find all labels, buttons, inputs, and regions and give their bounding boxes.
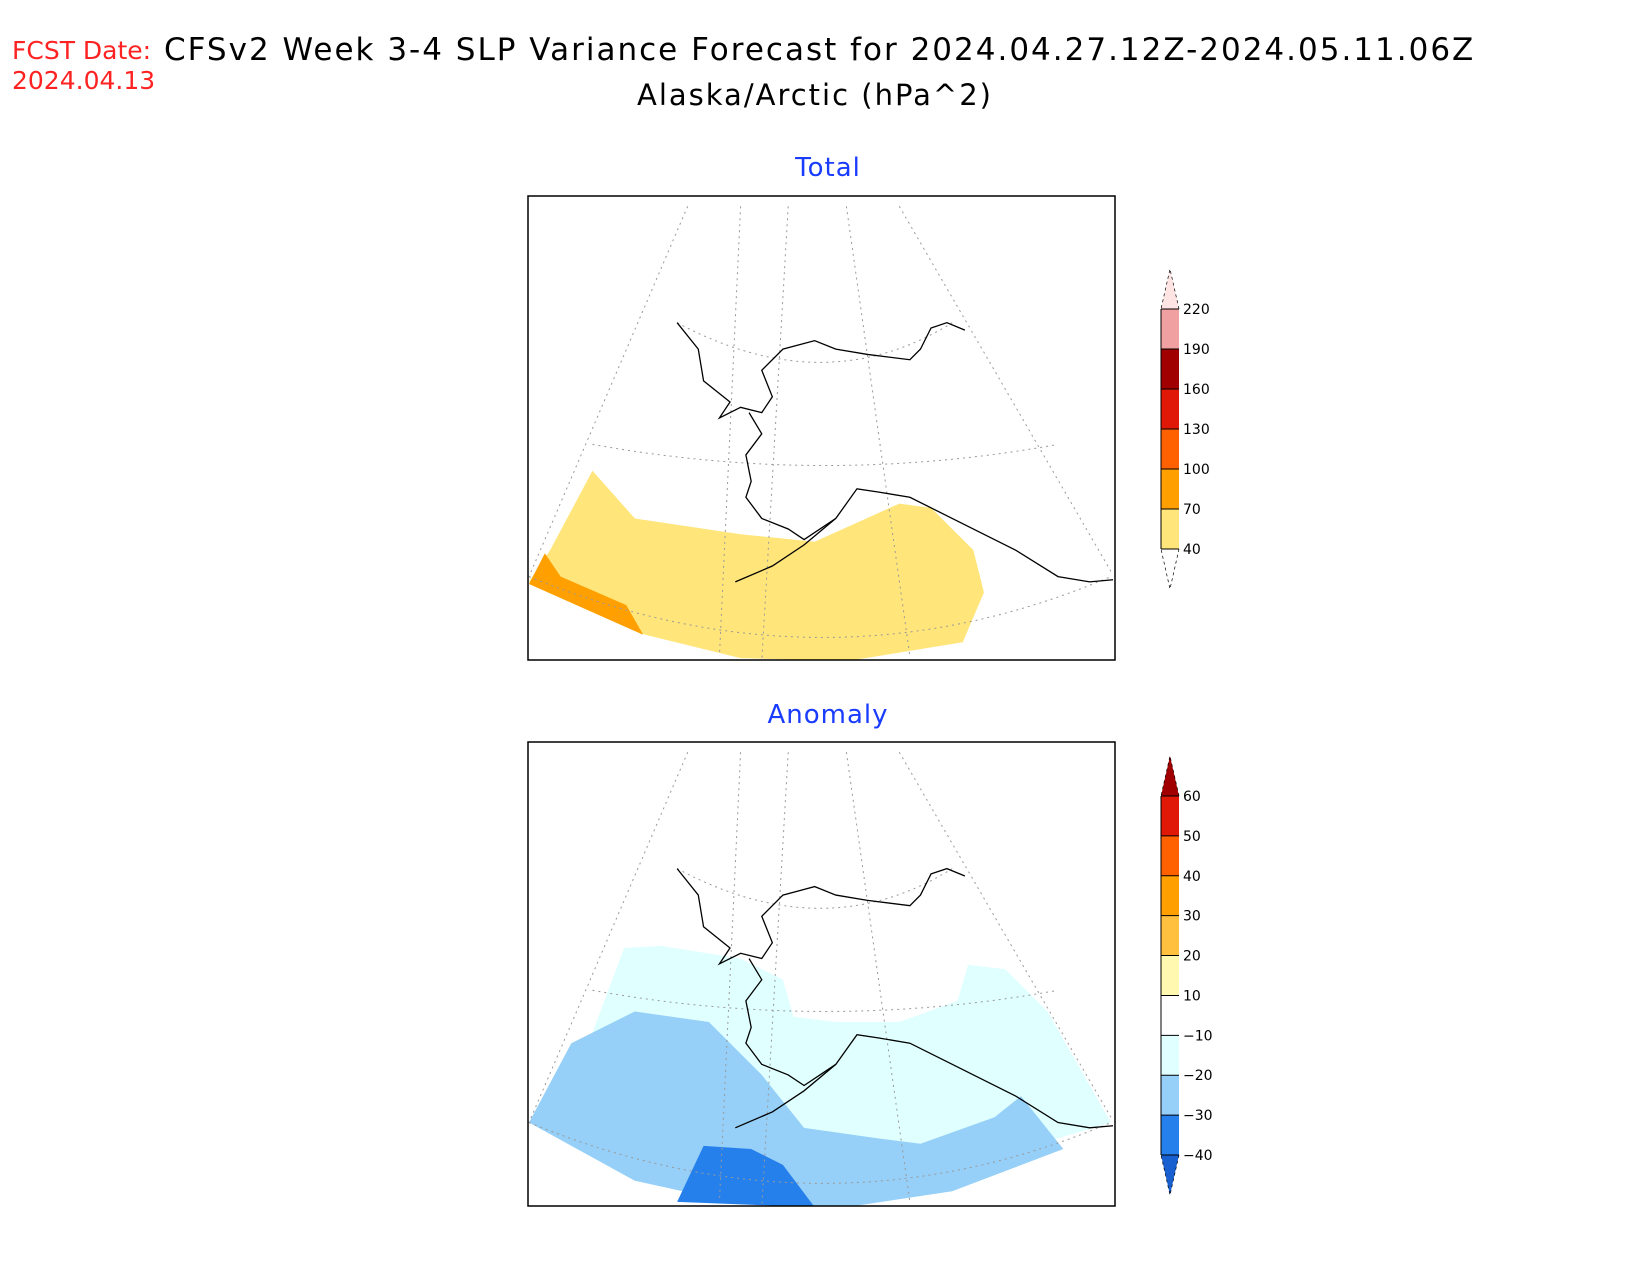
meridian-line (845, 206, 911, 657)
coastline (745, 412, 1114, 583)
map-frame (527, 195, 1116, 661)
parallel-line (528, 1122, 1112, 1184)
colorbar-tick-label: −10 (1183, 1028, 1213, 1044)
colorbar-swatch (1161, 1075, 1179, 1116)
variance-70-100-region (529, 553, 644, 635)
colorbar-top-arrow (1160, 755, 1180, 797)
coastline (745, 958, 1114, 1129)
chart-subtitle: Alaska/Arctic (hPa^2) (637, 78, 993, 112)
variance-40-70-region (529, 470, 984, 660)
parallel-line (528, 576, 1112, 638)
colorbar-tick-label: 50 (1183, 829, 1201, 845)
map-area (528, 206, 1114, 660)
colorbar-swatch (1161, 915, 1179, 956)
anomaly-map (527, 741, 1116, 1207)
forecast-date: FCST Date: 2024.04.13 (12, 36, 155, 96)
colorbar-swatch (1161, 389, 1179, 429)
meridian-line (898, 751, 1112, 1118)
colorbar-swatch (1161, 429, 1179, 469)
meridian-line (761, 206, 789, 660)
coastline (735, 517, 837, 583)
chart-title: CFSv2 Week 3-4 SLP Variance Forecast for… (164, 32, 1476, 68)
meridian-line (845, 752, 911, 1202)
meridian-line (898, 206, 1112, 572)
fcst-label: FCST Date: (12, 36, 152, 65)
parallel-line (592, 443, 1059, 467)
anomaly-minus10-region (592, 945, 1111, 1149)
colorbar-tick-label: −30 (1183, 1108, 1213, 1124)
colorbar-swatch (1161, 1035, 1179, 1076)
colorbar-bottom-arrow (1160, 548, 1180, 590)
colorbar-tick-label: 220 (1183, 302, 1210, 318)
colorbar-swatch (1161, 875, 1179, 916)
colorbar-swatch (1161, 469, 1179, 509)
parallel-line (676, 322, 953, 363)
fcst-date-value: 2024.04.13 (12, 66, 156, 95)
colorbar-swatch (1161, 309, 1179, 349)
parallel-line (676, 868, 953, 909)
total-map (527, 195, 1116, 661)
total-colorbar: 40 70 100 130 160 190 220 (1160, 268, 1210, 590)
colorbar-tick-label: 40 (1183, 869, 1201, 885)
anomaly-minus20-region (529, 1011, 1064, 1206)
colorbar-tick-label: 190 (1183, 342, 1210, 358)
coastline (676, 321, 966, 420)
colorbar-swatch (1161, 835, 1179, 876)
colorbar-tick-label: −20 (1183, 1068, 1213, 1084)
colorbar-tick-label: 60 (1183, 789, 1201, 805)
colorbar-swatch (1161, 796, 1179, 836)
coastline (676, 867, 966, 966)
map-area (528, 751, 1114, 1206)
panel-title-anomaly: Anomaly (767, 700, 889, 730)
anomaly-minus30-region (677, 1145, 814, 1206)
colorbar-tick-label: 70 (1183, 502, 1201, 518)
colorbar-swatch (1161, 509, 1179, 549)
colorbar-swatch (1161, 955, 1179, 996)
anomaly-colorbar: −40 −30 −20 −10 10 20 30 40 50 60 (1160, 755, 1213, 1196)
colorbar-tick-label: 160 (1183, 382, 1210, 398)
parallel-line (592, 989, 1059, 1012)
colorbar-swatch (1161, 995, 1179, 1036)
colorbar-swatch (1161, 1115, 1179, 1155)
colorbar-tick-label: 10 (1183, 988, 1201, 1004)
colorbar-bottom-arrow (1160, 1154, 1180, 1196)
colorbar-swatch (1161, 349, 1179, 389)
coastline (735, 1063, 837, 1129)
colorbar-tick-label: 100 (1183, 462, 1210, 478)
meridian-line (528, 752, 689, 1123)
colorbar-tick-label: 20 (1183, 949, 1201, 965)
meridian-line (761, 752, 789, 1206)
meridian-line (528, 206, 689, 577)
colorbar-tick-label: 130 (1183, 422, 1210, 438)
colorbar-tick-label: 40 (1183, 542, 1201, 558)
colorbar-top-arrow (1160, 268, 1180, 310)
map-frame (527, 741, 1116, 1207)
colorbar-tick-label: −40 (1183, 1148, 1213, 1164)
colorbar-tick-label: 30 (1183, 909, 1201, 925)
panel-title-total: Total (795, 153, 861, 183)
